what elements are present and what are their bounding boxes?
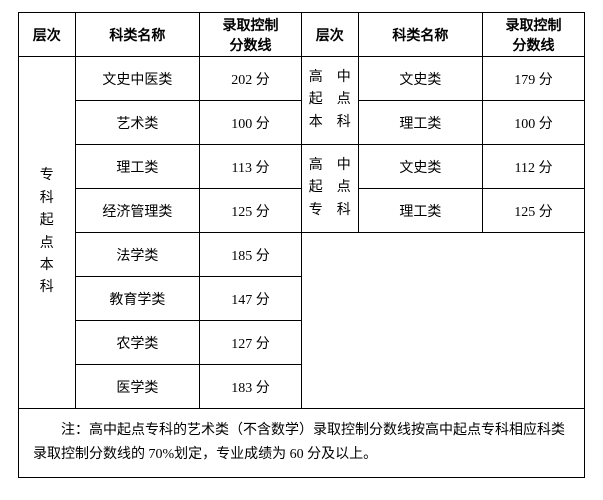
- note-text: 注：高中起点专科的艺术类（不含数学）录取控制分数线按高中起点专科相应科类录取控制…: [33, 423, 565, 462]
- category-cell: 经济管理类: [75, 189, 200, 233]
- category-cell: 理工类: [75, 145, 200, 189]
- header-category-1: 科类名称: [75, 13, 200, 57]
- note-cell: 注：高中起点专科的艺术类（不含数学）录取控制分数线按高中起点专科相应科类录取控制…: [19, 409, 585, 478]
- score-cell: 100 分: [483, 101, 585, 145]
- category-cell: 法学类: [75, 233, 200, 277]
- score-cell: 127 分: [200, 321, 302, 365]
- category-cell: 教育学类: [75, 277, 200, 321]
- score-cell: 183 分: [200, 365, 302, 409]
- header-score-2: 录取控制 分数线: [483, 13, 585, 57]
- category-cell: 文史类: [358, 57, 483, 101]
- score-cell: 113 分: [200, 145, 302, 189]
- right-level-cell-2: 高 中 起 点 专 科: [301, 145, 358, 233]
- table-row: 法学类 185 分: [19, 233, 585, 277]
- category-cell: 文史类: [358, 145, 483, 189]
- score-cell: 179 分: [483, 57, 585, 101]
- category-cell: 农学类: [75, 321, 200, 365]
- note-row: 注：高中起点专科的艺术类（不含数学）录取控制分数线按高中起点专科相应科类录取控制…: [19, 409, 585, 478]
- right-level-cell-1: 高 中 起 点 本 科: [301, 57, 358, 145]
- category-cell: 艺术类: [75, 101, 200, 145]
- score-cell: 185 分: [200, 233, 302, 277]
- table-row: 理工类 113 分 高 中 起 点 专 科 文史类 112 分: [19, 145, 585, 189]
- score-cell: 202 分: [200, 57, 302, 101]
- category-cell: 理工类: [358, 101, 483, 145]
- score-cell: 125 分: [483, 189, 585, 233]
- header-row: 层次 科类名称 录取控制 分数线 层次 科类名称 录取控制 分数线: [19, 13, 585, 57]
- empty-cell: [301, 233, 584, 409]
- score-cell: 125 分: [200, 189, 302, 233]
- score-table: 层次 科类名称 录取控制 分数线 层次 科类名称 录取控制 分数线 专 科 起 …: [18, 12, 585, 478]
- score-cell: 100 分: [200, 101, 302, 145]
- table-row: 专 科 起 点 本 科 文史中医类 202 分 高 中 起 点 本 科 文史类 …: [19, 57, 585, 101]
- score-cell: 147 分: [200, 277, 302, 321]
- score-cell: 112 分: [483, 145, 585, 189]
- header-level-1: 层次: [19, 13, 76, 57]
- category-cell: 理工类: [358, 189, 483, 233]
- category-cell: 文史中医类: [75, 57, 200, 101]
- left-level-cell: 专 科 起 点 本 科: [19, 57, 76, 409]
- header-level-2: 层次: [301, 13, 358, 57]
- header-category-2: 科类名称: [358, 13, 483, 57]
- header-score-1: 录取控制 分数线: [200, 13, 302, 57]
- category-cell: 医学类: [75, 365, 200, 409]
